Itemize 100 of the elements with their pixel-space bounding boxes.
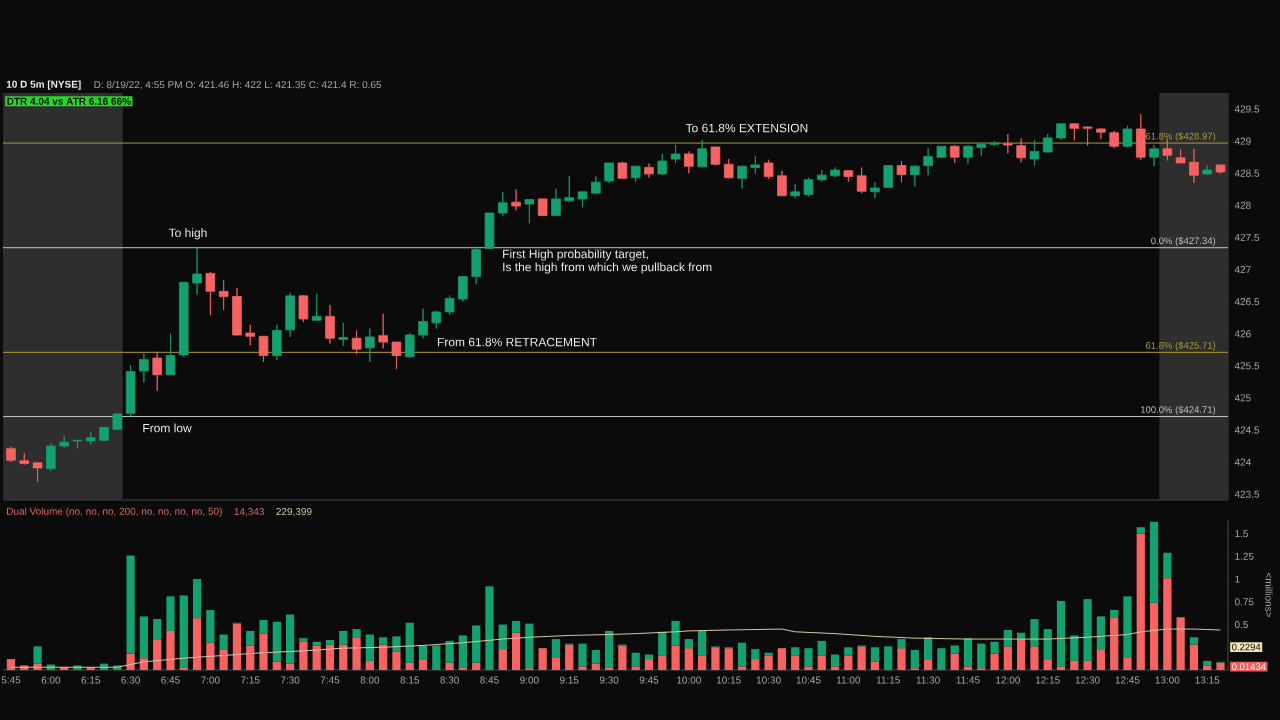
candlestick <box>431 310 442 329</box>
bar <box>604 667 614 670</box>
bar <box>644 659 654 670</box>
bar <box>897 648 906 670</box>
bar <box>618 645 627 670</box>
x-tick-label: 9:30 <box>599 676 619 684</box>
y-tick-label: 423.5 <box>1234 490 1260 498</box>
candlestick <box>139 353 149 383</box>
bar <box>1203 665 1212 670</box>
bar <box>498 649 507 670</box>
bar <box>511 620 521 633</box>
bar <box>1136 527 1145 534</box>
candlestick <box>524 199 535 224</box>
candlestick <box>910 165 920 188</box>
x-tick-label: 12:30 <box>1075 676 1100 684</box>
bar <box>1083 660 1092 670</box>
bar <box>791 647 800 656</box>
x-tick-label: 8:15 <box>400 676 420 684</box>
candlestick <box>232 287 242 337</box>
bar <box>1056 600 1066 667</box>
candlestick <box>936 145 947 159</box>
candlestick <box>803 177 814 197</box>
bar <box>1003 646 1012 670</box>
candlestick <box>484 212 495 250</box>
x-tick-label: 10:00 <box>677 676 701 684</box>
bar <box>1123 596 1132 658</box>
bar <box>325 639 335 645</box>
candlestick <box>152 351 162 392</box>
candlestick <box>630 165 641 183</box>
bar <box>1056 666 1066 670</box>
bar <box>365 660 374 670</box>
bar <box>684 639 693 649</box>
bar <box>1096 649 1106 670</box>
candlestick <box>365 328 375 363</box>
bar <box>565 644 574 670</box>
annotation: Is the high from which we pullback from <box>503 262 712 274</box>
bar <box>631 666 640 670</box>
y-tick-label: 426 <box>1234 330 1251 338</box>
candlestick <box>298 294 309 323</box>
x-tick-label: 12:45 <box>1115 676 1140 684</box>
bar <box>1149 602 1159 670</box>
y-tick-label: 425.5 <box>1234 362 1260 370</box>
bar <box>418 659 428 670</box>
bar <box>472 625 481 663</box>
bar <box>352 637 361 670</box>
candlestick <box>989 140 1000 147</box>
bar <box>1110 609 1119 618</box>
bar <box>830 666 840 670</box>
candlestick <box>471 246 481 285</box>
bar <box>192 618 202 670</box>
candlestick <box>1189 148 1199 184</box>
text: 0.2294 <box>1232 643 1261 651</box>
bar <box>339 644 348 670</box>
candlestick <box>604 162 614 184</box>
y-tick-label: 424 <box>1234 458 1251 466</box>
bar <box>299 638 308 642</box>
candlestick <box>923 147 933 176</box>
text: 0.01434 <box>1232 663 1266 671</box>
bar <box>963 666 973 670</box>
bar <box>1123 657 1132 670</box>
y-tick-label: 0.5 <box>1234 620 1248 629</box>
bar <box>179 595 188 668</box>
bar <box>777 648 787 670</box>
bar <box>857 646 866 670</box>
annotation: From low <box>143 423 192 433</box>
candlestick <box>1215 164 1226 175</box>
bar <box>166 630 175 670</box>
bar <box>1163 552 1172 579</box>
bar <box>897 639 906 649</box>
y-tick-label: 427.5 <box>1234 233 1260 241</box>
x-tick-label: 12:15 <box>1035 676 1060 684</box>
candlestick <box>6 446 16 463</box>
annotation: DTR 4.04 vs ATR 6.16 66% <box>7 97 131 105</box>
candlestick <box>537 198 548 217</box>
bar <box>844 655 853 670</box>
x-tick-label: 13:15 <box>1195 676 1220 684</box>
bar <box>671 620 680 646</box>
bar <box>458 667 468 670</box>
candlestick <box>1135 113 1146 161</box>
bar <box>153 639 162 670</box>
bar <box>405 622 414 663</box>
text: 229,399 <box>276 508 312 517</box>
x-tick-label: 13:00 <box>1155 676 1180 684</box>
chart-title: 10 D 5m [NYSE] <box>6 80 81 90</box>
bar <box>578 643 587 667</box>
bar <box>1216 662 1225 670</box>
candlestick <box>1016 138 1026 163</box>
bar <box>1136 533 1145 670</box>
annotation: To 61.8% EXTENSION <box>685 123 808 133</box>
ref-line-label: 100.0% ($424.71) <box>1140 405 1216 415</box>
bar <box>379 637 388 645</box>
candlestick <box>1162 138 1173 161</box>
candlestick <box>497 191 508 217</box>
candlestick <box>617 161 628 179</box>
bar <box>418 645 428 660</box>
bar <box>1110 617 1119 670</box>
x-tick-label: 10:15 <box>716 676 741 684</box>
candlestick <box>458 276 468 303</box>
candlestick <box>551 188 561 217</box>
bar <box>272 621 281 662</box>
